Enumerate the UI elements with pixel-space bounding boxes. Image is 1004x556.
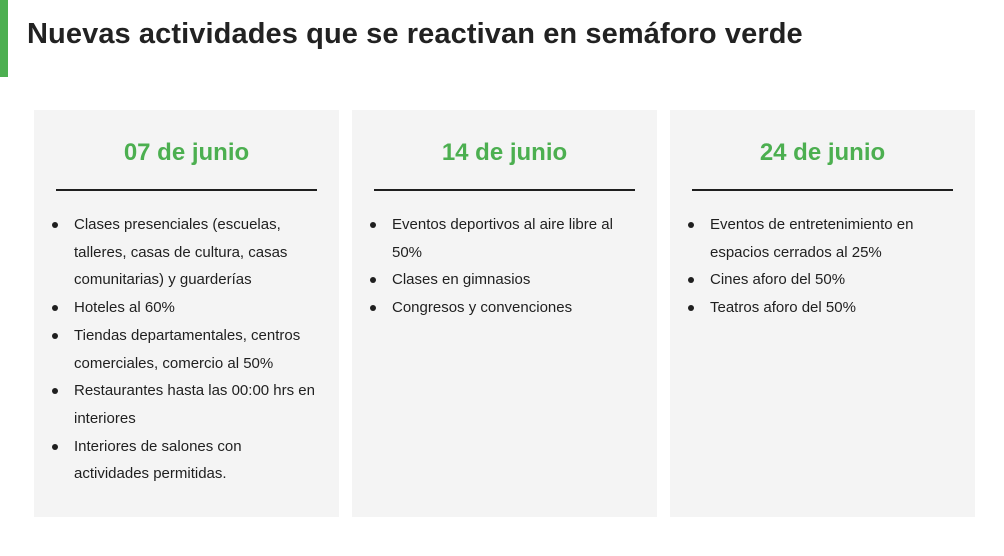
bullet-icon [370, 222, 376, 228]
bullet-icon [688, 305, 694, 312]
bullet-icon [688, 222, 694, 228]
list-item: Congresos y convenciones [370, 294, 637, 322]
list-item: Teatros aforo del 50% [688, 294, 955, 322]
card-divider [692, 189, 953, 191]
list-item-text: Congresos y convenciones [392, 299, 573, 317]
list-item: Cines aforo del 50% [688, 266, 955, 294]
list-item-text: Eventos de entretenimiento en espacios c… [710, 216, 914, 261]
list-item-text: Eventos deportivos al aire libre al 50% [392, 216, 613, 261]
list-item-text: Hoteles al 60% [74, 299, 175, 317]
title-accent-bar [0, 0, 8, 77]
card-divider [374, 189, 635, 191]
schedule-card-june-14: 14 de junio Eventos deportivos al aire l… [352, 110, 657, 517]
schedule-card-june-07: 07 de junio Clases presenciales (escuela… [34, 110, 339, 517]
activity-list: Eventos deportivos al aire libre al 50% … [352, 191, 657, 322]
list-item-text: Tiendas departamentales, centros comerci… [74, 326, 301, 372]
bullet-icon [52, 388, 58, 395]
bullet-icon [688, 277, 694, 284]
bullet-icon [52, 332, 58, 339]
list-item-text: Cines aforo del 50% [710, 271, 846, 289]
bullet-icon [370, 277, 376, 284]
list-item: Tiendas departamentales, centros comerci… [52, 322, 319, 377]
list-item: Restaurantes hasta las 00:00 hrs en inte… [52, 377, 319, 432]
list-item: Interiores de salones con actividades pe… [52, 433, 319, 488]
card-divider [56, 189, 317, 191]
bullet-icon [370, 305, 376, 312]
list-item-text: Interiores de salones con actividades pe… [74, 437, 242, 483]
activity-list: Eventos de entretenimiento en espacios c… [670, 191, 975, 322]
card-date: 24 de junio [759, 139, 886, 166]
bullet-icon [52, 443, 58, 450]
list-item: Eventos de entretenimiento en espacios c… [688, 211, 955, 266]
list-item: Eventos deportivos al aire libre al 50% [370, 211, 637, 266]
card-date: 14 de junio [441, 139, 568, 166]
list-item: Clases en gimnasios [370, 266, 637, 294]
card-date: 07 de junio [123, 139, 250, 166]
bullet-icon [52, 222, 58, 228]
list-item-text: Clases en gimnasios [392, 271, 531, 289]
bullet-icon [52, 305, 58, 312]
page-title: Nuevas actividades que se reactivan en s… [27, 18, 803, 50]
schedule-card-june-24: 24 de junio Eventos de entretenimiento e… [670, 110, 975, 517]
activity-list: Clases presenciales (escuelas, talleres,… [34, 191, 339, 488]
list-item-text: Restaurantes hasta las 00:00 hrs en inte… [74, 382, 315, 427]
list-item: Hoteles al 60% [52, 294, 319, 322]
list-item-text: Teatros aforo del 50% [710, 299, 856, 317]
list-item-text: Clases presenciales (escuelas, talleres,… [74, 216, 288, 289]
list-item: Clases presenciales (escuelas, talleres,… [52, 211, 319, 294]
